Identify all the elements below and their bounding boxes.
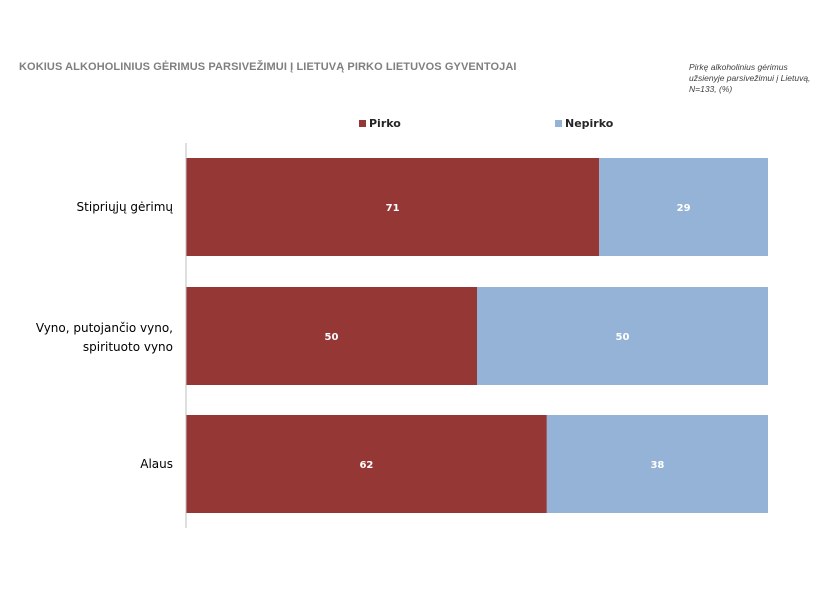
legend-swatch-pirko <box>359 120 366 127</box>
bar-pirko-1 <box>186 158 600 256</box>
sample-note: Pirkę alkoholinius gėrimus užsienyje par… <box>689 62 811 94</box>
data-label-pirko-2: 50 <box>325 332 339 343</box>
bar-nepirko-3 <box>546 415 768 513</box>
bar-nepirko-2 <box>477 287 768 385</box>
legend-item-nepirko: Nepirko <box>555 117 613 130</box>
legend-swatch-nepirko <box>555 120 562 127</box>
data-label-nepirko-1: 29 <box>677 203 691 214</box>
category-label-2: Vyno, putojančio vyno, spirituoto vyno <box>36 321 173 354</box>
data-label-pirko-3: 62 <box>359 460 373 471</box>
category-label-3: Alaus <box>140 457 173 471</box>
data-label-pirko-1: 71 <box>386 203 400 214</box>
bar-nepirko-1 <box>599 158 768 256</box>
legend-label-nepirko: Nepirko <box>565 117 614 130</box>
category-labels-group: Stipriųjų gėrimų Vyno, putojančio vyno, sp… <box>36 200 174 471</box>
legend-label-pirko: Pirko <box>369 117 401 130</box>
category-label-1: Stipriųjų gėrimų <box>77 200 174 214</box>
bar-pirko-2 <box>186 287 477 385</box>
bar-pirko-3 <box>186 415 547 513</box>
bars-group: 71 29 50 50 62 38 <box>186 158 768 513</box>
chart-title: KOKIUS ALKOHOLINIUS GĖRIMUS PARSIVEŽIMUI… <box>19 61 517 73</box>
legend-item-pirko: Pirko <box>359 117 401 130</box>
data-label-nepirko-3: 38 <box>650 460 664 471</box>
data-label-nepirko-2: 50 <box>616 332 630 343</box>
